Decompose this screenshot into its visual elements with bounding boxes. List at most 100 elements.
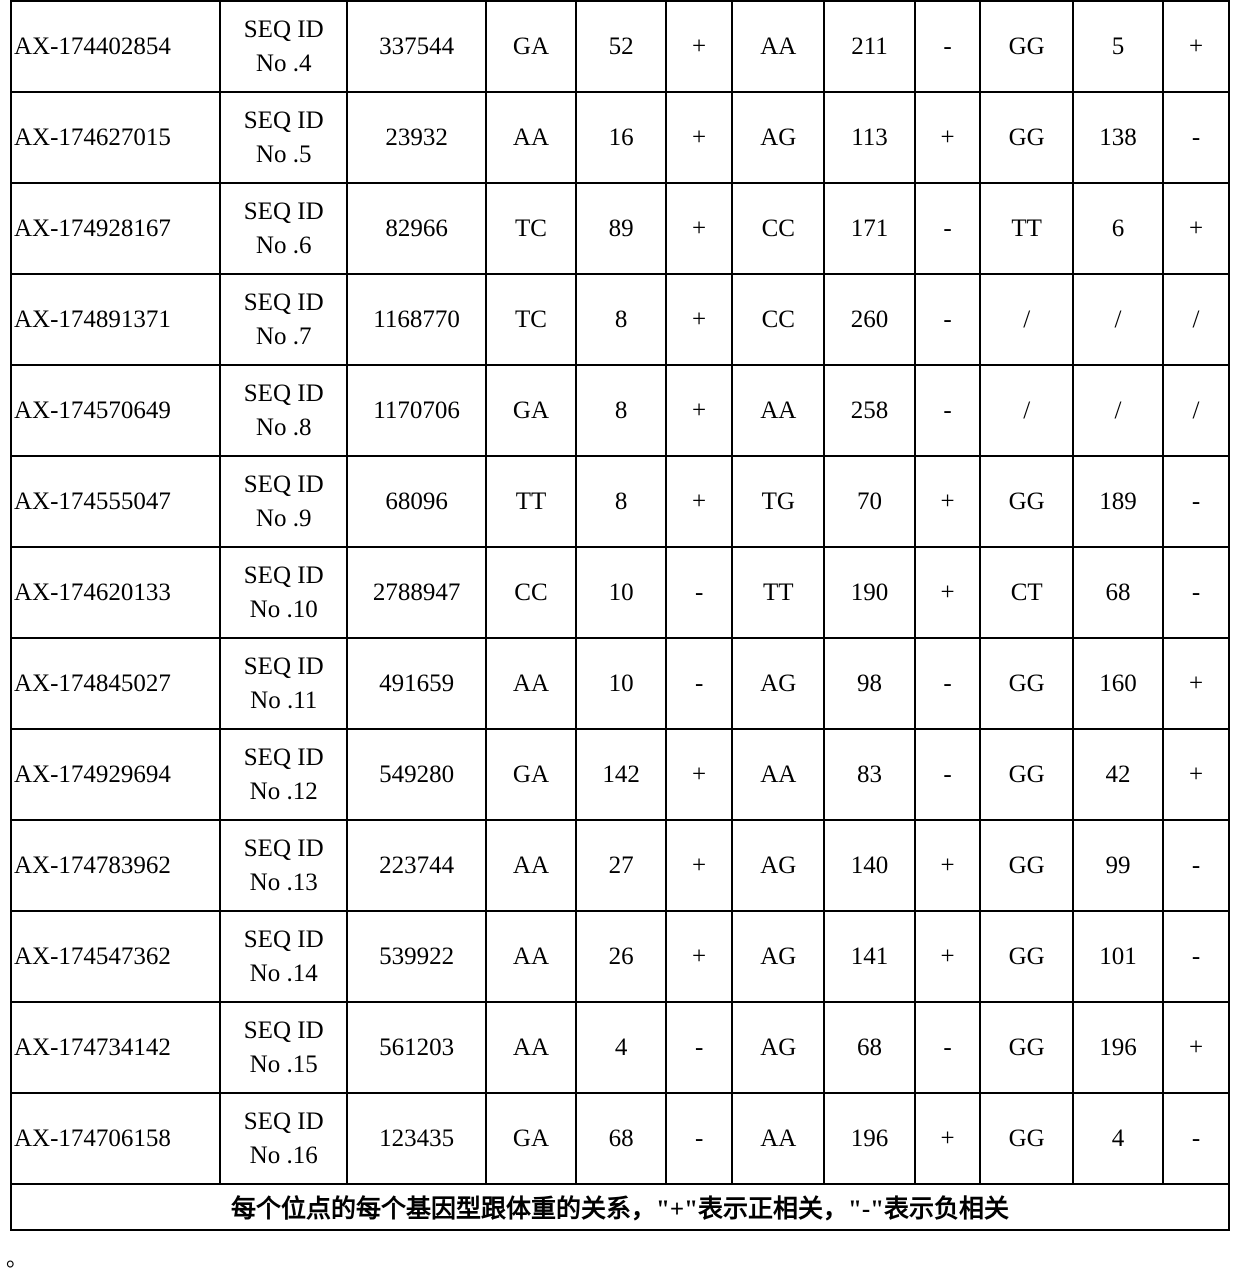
- cell-sign2: +: [915, 92, 981, 183]
- cell-id: AX-174402854: [11, 1, 220, 92]
- cell-geno1: GA: [486, 1093, 576, 1184]
- cell-geno3: GG: [980, 820, 1072, 911]
- cell-geno3: GG: [980, 911, 1072, 1002]
- cell-id: AX-174706158: [11, 1093, 220, 1184]
- footer-row: 每个位点的每个基因型跟体重的关系，"+"表示正相关，"-"表示负相关: [11, 1184, 1229, 1230]
- cell-sign1: +: [666, 911, 732, 1002]
- cell-n2: 260: [824, 274, 914, 365]
- cell-sign3: -: [1163, 547, 1229, 638]
- table-row: AX-174706158SEQ IDNo .16123435GA68-AA196…: [11, 1093, 1229, 1184]
- cell-n1: 16: [576, 92, 666, 183]
- cell-sign3: -: [1163, 820, 1229, 911]
- cell-sign2: +: [915, 911, 981, 1002]
- cell-seq: SEQ IDNo .10: [220, 547, 347, 638]
- cell-n3: 160: [1073, 638, 1163, 729]
- cell-n2: 190: [824, 547, 914, 638]
- cell-geno1: AA: [486, 92, 576, 183]
- cell-sign3: +: [1163, 1, 1229, 92]
- cell-geno1: TT: [486, 456, 576, 547]
- cell-n3: 68: [1073, 547, 1163, 638]
- cell-sign1: +: [666, 92, 732, 183]
- cell-n2: 258: [824, 365, 914, 456]
- cell-num: 1168770: [347, 274, 486, 365]
- cell-id: AX-174620133: [11, 547, 220, 638]
- cell-id: AX-174891371: [11, 274, 220, 365]
- cell-n2: 113: [824, 92, 914, 183]
- cell-sign1: +: [666, 456, 732, 547]
- table-row: AX-174783962SEQ IDNo .13223744AA27+AG140…: [11, 820, 1229, 911]
- table-row: AX-174928167SEQ IDNo .682966TC89+CC171-T…: [11, 183, 1229, 274]
- cell-n1: 27: [576, 820, 666, 911]
- table-row: AX-174627015SEQ IDNo .523932AA16+AG113+G…: [11, 92, 1229, 183]
- cell-sign1: +: [666, 820, 732, 911]
- cell-id: AX-174845027: [11, 638, 220, 729]
- cell-n3: 6: [1073, 183, 1163, 274]
- cell-sign2: +: [915, 456, 981, 547]
- cell-n2: 196: [824, 1093, 914, 1184]
- cell-seq: SEQ IDNo .12: [220, 729, 347, 820]
- table-row: AX-174555047SEQ IDNo .968096TT8+TG70+GG1…: [11, 456, 1229, 547]
- cell-n1: 8: [576, 456, 666, 547]
- cell-sign3: +: [1163, 183, 1229, 274]
- cell-sign3: +: [1163, 638, 1229, 729]
- cell-sign1: +: [666, 183, 732, 274]
- cell-seq: SEQ IDNo .6: [220, 183, 347, 274]
- cell-n3: 196: [1073, 1002, 1163, 1093]
- cell-n2: 83: [824, 729, 914, 820]
- cell-n2: 68: [824, 1002, 914, 1093]
- cell-n1: 8: [576, 274, 666, 365]
- cell-geno2: AG: [732, 638, 824, 729]
- cell-num: 123435: [347, 1093, 486, 1184]
- cell-num: 68096: [347, 456, 486, 547]
- cell-geno1: TC: [486, 274, 576, 365]
- cell-n1: 68: [576, 1093, 666, 1184]
- cell-seq: SEQ IDNo .15: [220, 1002, 347, 1093]
- cell-id: AX-174734142: [11, 1002, 220, 1093]
- cell-num: 337544: [347, 1, 486, 92]
- cell-sign3: /: [1163, 365, 1229, 456]
- cell-n1: 89: [576, 183, 666, 274]
- cell-sign3: /: [1163, 274, 1229, 365]
- cell-n3: 5: [1073, 1, 1163, 92]
- cell-geno1: GA: [486, 729, 576, 820]
- cell-sign1: +: [666, 1, 732, 92]
- cell-geno3: GG: [980, 92, 1072, 183]
- cell-sign1: -: [666, 547, 732, 638]
- cell-id: AX-174570649: [11, 365, 220, 456]
- cell-sign3: -: [1163, 456, 1229, 547]
- cell-seq: SEQ IDNo .11: [220, 638, 347, 729]
- cell-n2: 140: [824, 820, 914, 911]
- cell-id: AX-174929694: [11, 729, 220, 820]
- cell-geno3: GG: [980, 1002, 1072, 1093]
- cell-geno1: GA: [486, 1, 576, 92]
- cell-geno2: TG: [732, 456, 824, 547]
- footer-text: 每个位点的每个基因型跟体重的关系，"+"表示正相关，"-"表示负相关: [11, 1184, 1229, 1230]
- table-row: AX-174845027SEQ IDNo .11491659AA10-AG98-…: [11, 638, 1229, 729]
- cell-sign3: +: [1163, 729, 1229, 820]
- snp-table: AX-174402854SEQ IDNo .4337544GA52+AA211-…: [10, 0, 1230, 1231]
- cell-num: 549280: [347, 729, 486, 820]
- cell-geno3: CT: [980, 547, 1072, 638]
- cell-n1: 10: [576, 638, 666, 729]
- cell-n3: 42: [1073, 729, 1163, 820]
- cell-num: 561203: [347, 1002, 486, 1093]
- cell-geno2: CC: [732, 183, 824, 274]
- cell-geno1: AA: [486, 1002, 576, 1093]
- cell-sign1: +: [666, 365, 732, 456]
- cell-num: 23932: [347, 92, 486, 183]
- cell-sign2: +: [915, 820, 981, 911]
- cell-seq: SEQ IDNo .5: [220, 92, 347, 183]
- cell-id: AX-174555047: [11, 456, 220, 547]
- cell-sign2: -: [915, 274, 981, 365]
- cell-geno2: AA: [732, 1093, 824, 1184]
- cell-n2: 171: [824, 183, 914, 274]
- cell-geno3: GG: [980, 456, 1072, 547]
- cell-geno3: TT: [980, 183, 1072, 274]
- cell-geno2: CC: [732, 274, 824, 365]
- cell-seq: SEQ IDNo .14: [220, 911, 347, 1002]
- cell-num: 491659: [347, 638, 486, 729]
- cell-geno3: GG: [980, 1093, 1072, 1184]
- table-row: AX-174734142SEQ IDNo .15561203AA4-AG68-G…: [11, 1002, 1229, 1093]
- cell-geno3: /: [980, 274, 1072, 365]
- cell-n3: 4: [1073, 1093, 1163, 1184]
